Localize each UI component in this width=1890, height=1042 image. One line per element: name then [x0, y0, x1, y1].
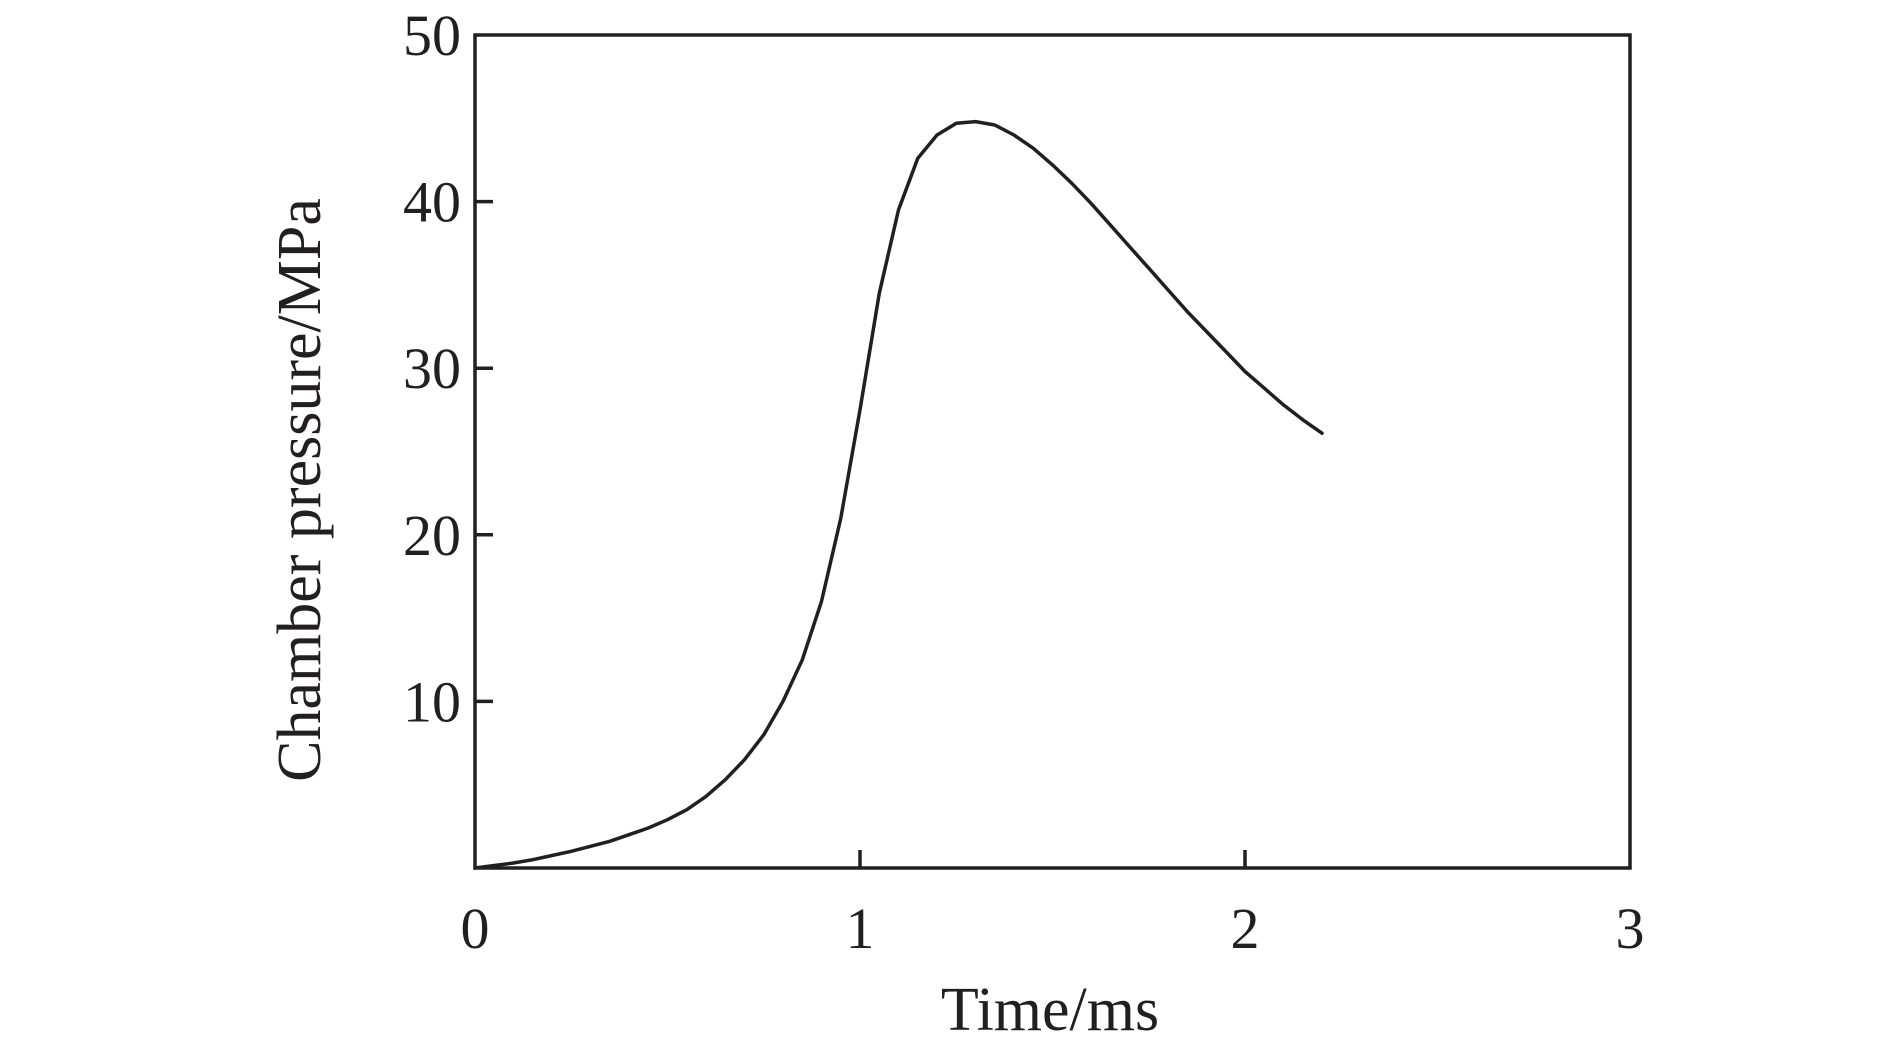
- y-axis-title: Chamber pressure/MPa: [266, 198, 334, 782]
- plot-frame: [473, 33, 1632, 870]
- y-tick-label: 20: [403, 503, 461, 568]
- y-tick-label: 50: [403, 3, 461, 68]
- series-line: [473, 119, 1324, 870]
- y-tick-label: 40: [403, 170, 461, 235]
- x-tick-label: 0: [461, 896, 490, 961]
- axis-titles: Time/ms Chamber pressure/MPa: [266, 198, 1159, 1042]
- x-tick-label: 2: [1231, 896, 1260, 961]
- x-axis-title: Time/ms: [941, 976, 1159, 1042]
- y-tick-label: 30: [403, 336, 461, 401]
- x-tick-label: 1: [846, 896, 875, 961]
- plot-area: 0 1 2 3 10 20 30 40 50: [403, 3, 1645, 961]
- x-tick-label: 3: [1616, 896, 1645, 961]
- y-tick-label: 10: [403, 669, 461, 734]
